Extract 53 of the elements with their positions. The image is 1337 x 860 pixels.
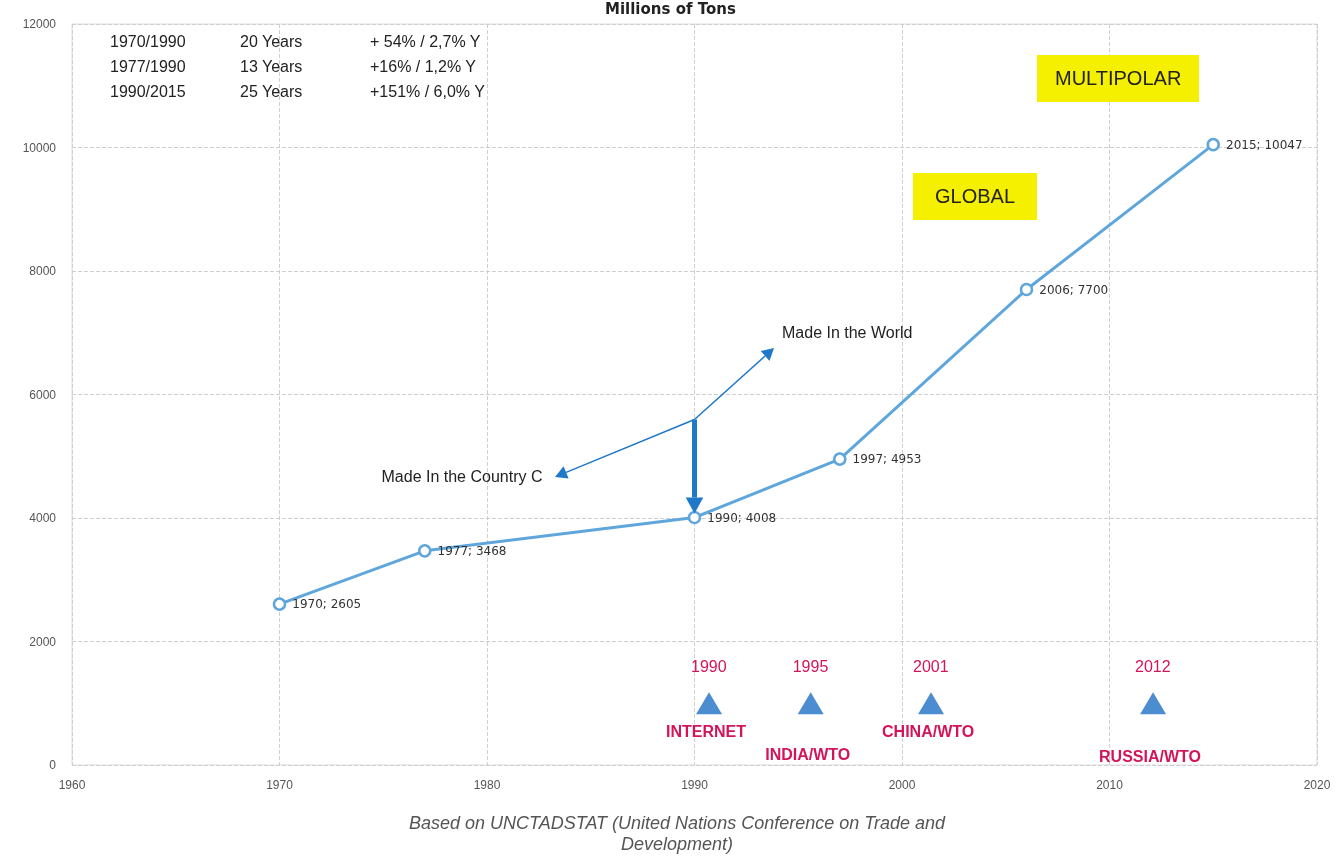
annotation: 13 Years — [240, 58, 303, 76]
point — [1019, 282, 1034, 297]
x-tick-label: 1980 — [473, 778, 501, 792]
x-tick-label: 2020 — [1303, 778, 1331, 792]
data-label: 2015; 10047 — [1226, 137, 1303, 152]
point — [696, 692, 723, 715]
annotation: 1995 — [792, 658, 829, 676]
point — [418, 544, 432, 558]
y-tick-label: 0 — [49, 758, 57, 772]
annotation: 1977/1990 — [110, 58, 186, 76]
annotation: 2012 — [1135, 658, 1171, 676]
y-tick-label: 8000 — [29, 264, 57, 278]
data-label: 1977; 3468 — [437, 543, 507, 558]
x-tick-label: 1970 — [266, 778, 294, 792]
annotation: RUSSIA/WTO — [1099, 748, 1201, 766]
point — [687, 510, 702, 525]
data-label: 1997; 4953 — [852, 452, 922, 467]
annotation: 20 Years — [240, 33, 303, 51]
y-tick-label: 12000 — [22, 17, 57, 31]
point — [797, 692, 824, 715]
text: Based on UNCTADSTAT (United Nations Conference on Trade and Development) — [408, 813, 947, 855]
point — [833, 452, 847, 466]
annotation: 2001 — [913, 658, 949, 676]
data-label: 1990; 4008 — [707, 510, 777, 525]
point — [918, 692, 945, 715]
point — [1206, 137, 1220, 152]
x-tick-label: 2000 — [888, 778, 916, 792]
x-tick-label: 1960 — [58, 778, 86, 792]
y-tick-label: 4000 — [29, 511, 57, 525]
point — [1140, 692, 1167, 715]
annotation: + 54% / 2,7% Y — [370, 33, 481, 51]
data-label: 1970; 2605 — [292, 597, 362, 612]
annotation: 1990/2015 — [110, 83, 186, 101]
y-tick-label: 2000 — [29, 634, 57, 649]
annotation: CHINA/WTO — [882, 723, 975, 741]
y-tick-label: 6000 — [29, 387, 57, 402]
chart-title: Millions of Tons — [605, 0, 736, 18]
annotation: +16% / 1,2% Y — [370, 58, 476, 76]
annotation: GLOBAL — [913, 172, 1038, 220]
annotation: 25 Years — [240, 83, 303, 101]
annotation: MULTIPOLAR — [1037, 54, 1200, 102]
point — [272, 597, 287, 611]
annotation: Made In the Country C — [381, 468, 543, 486]
annotation: Made In the World — [782, 324, 913, 342]
x-tick-label: 1990 — [681, 778, 709, 792]
annotation: 1990 — [691, 658, 727, 676]
y-tick-label: 10000 — [22, 140, 57, 155]
annotation: +151% / 6,0% Y — [370, 83, 485, 101]
annotation: INTERNET — [666, 723, 747, 741]
data-label: 2006; 7700 — [1039, 282, 1109, 297]
annotation: 1970/1990 — [110, 33, 186, 51]
x-tick-label: 2010 — [1096, 778, 1124, 792]
annotation: INDIA/WTO — [765, 746, 851, 764]
